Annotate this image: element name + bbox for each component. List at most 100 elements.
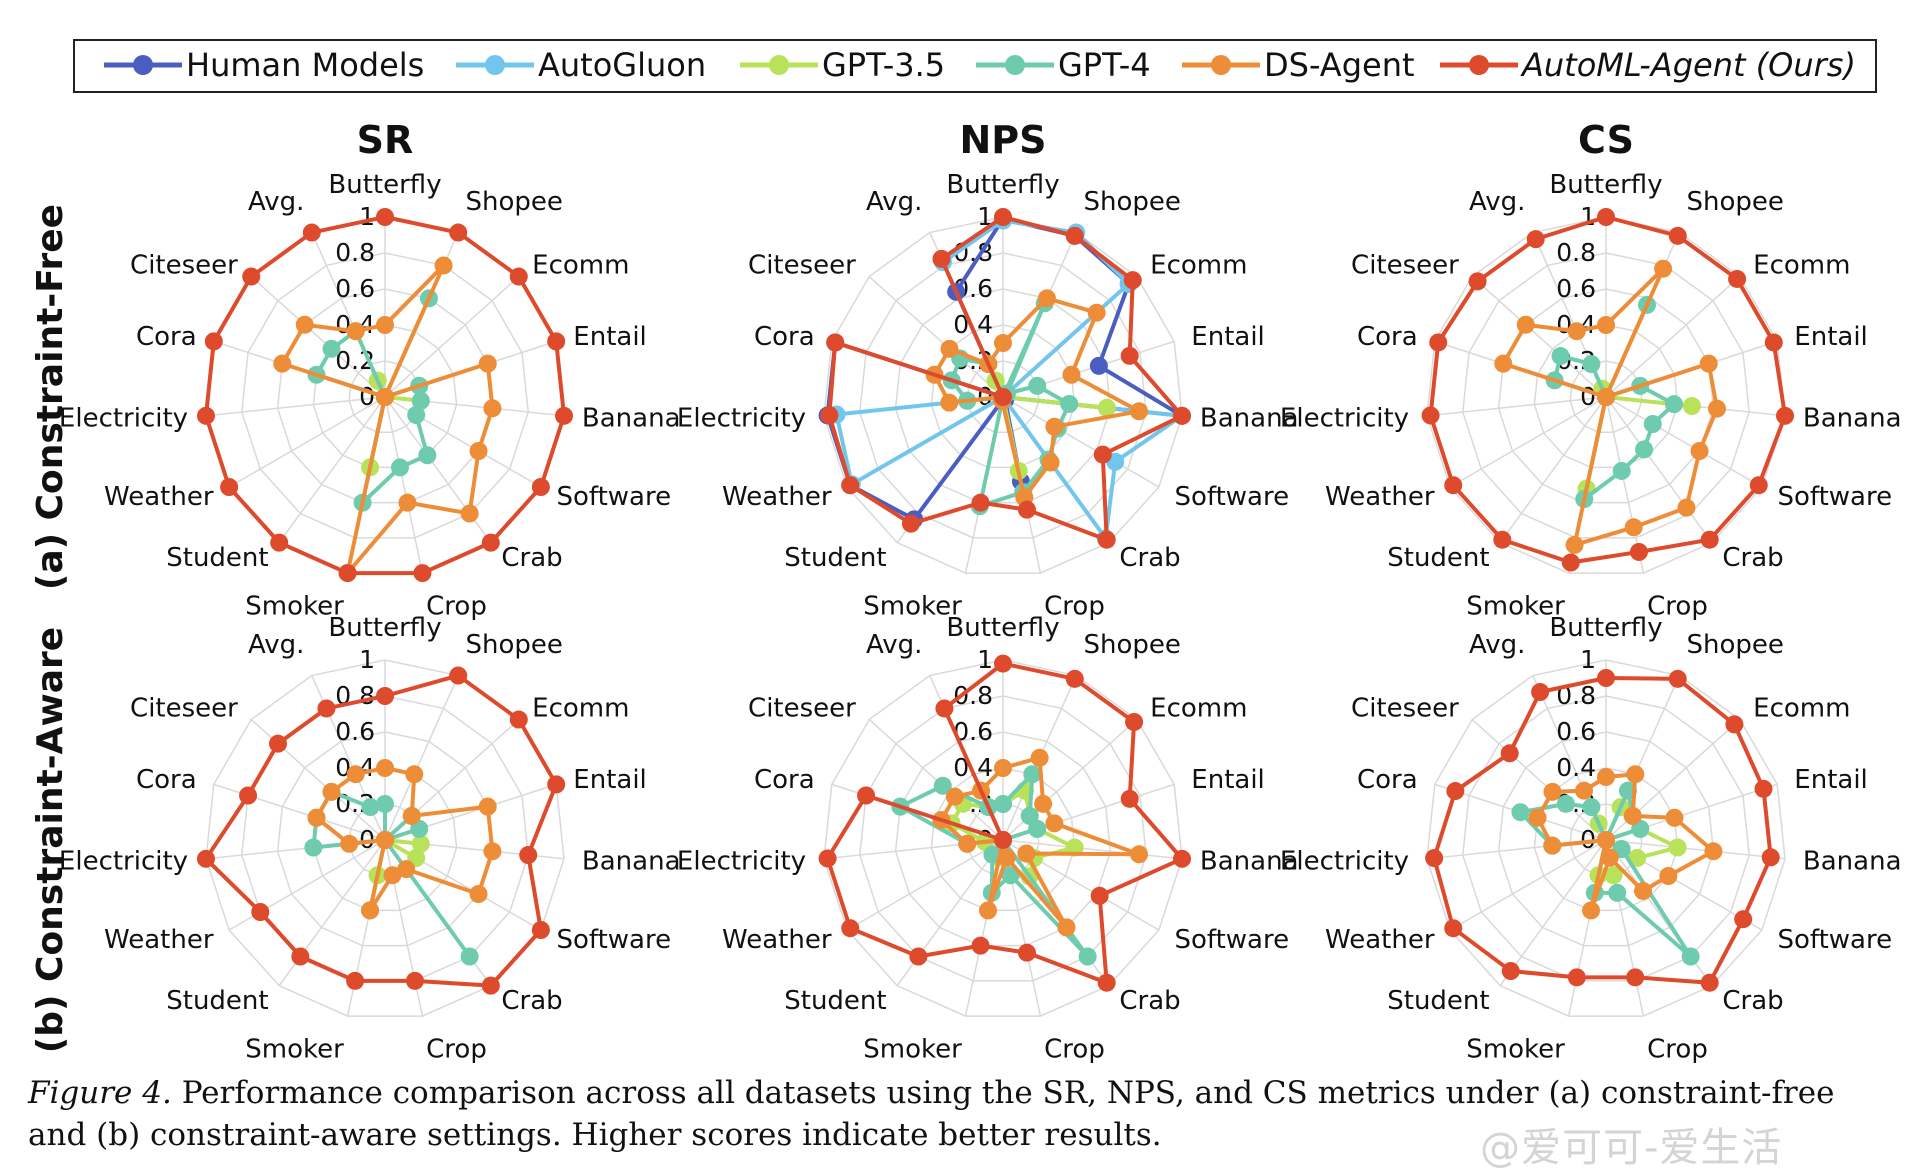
- point-gpt-3-5-banana: [1682, 397, 1701, 416]
- point-automl-agent-ours-crab: [1700, 530, 1719, 549]
- category-label-banana: Banana: [1803, 404, 1902, 434]
- series-automl-agent-ours: [818, 654, 1192, 992]
- tick-label: 0.6: [1556, 274, 1596, 303]
- category-label-electricity: Electricity: [677, 404, 806, 434]
- tick-label: 0.8: [1556, 238, 1596, 267]
- category-label-electricity: Electricity: [1280, 404, 1409, 434]
- point-automl-agent-ours-banana: [1776, 406, 1795, 425]
- tick-label: 0.8: [335, 238, 375, 267]
- point-ds-agent-crop: [997, 848, 1016, 867]
- legend-marker-ds-agent: [1211, 55, 1231, 75]
- tick-label: 0: [1580, 825, 1596, 854]
- spoke-student: [1499, 839, 1607, 987]
- tick-label: 0.4: [1556, 753, 1596, 782]
- point-automl-agent-ours-avg: [1531, 683, 1550, 702]
- point-ds-agent-banana: [483, 842, 502, 861]
- category-label-weather: Weather: [104, 482, 214, 512]
- grid-ring-4: [859, 252, 1147, 539]
- category-label-cora: Cora: [1357, 765, 1418, 795]
- tick-label: 0.6: [335, 717, 375, 746]
- category-label-smoker: Smoker: [863, 592, 962, 622]
- series-human-models: [818, 209, 1192, 529]
- category-label-crab: Crab: [501, 543, 562, 573]
- chart-title: SR: [357, 118, 414, 162]
- point-ds-agent-crab: [460, 504, 479, 523]
- point-gpt-4-crop: [1608, 883, 1627, 902]
- category-label-weather: Weather: [1325, 925, 1435, 955]
- point-automl-agent-ours-shopee: [449, 666, 468, 685]
- category-label-butterfly: Butterfly: [328, 170, 441, 200]
- point-gpt-4-banana: [1665, 395, 1684, 414]
- category-label-cora: Cora: [754, 322, 815, 352]
- point-automl-agent-ours-smoker: [971, 493, 990, 512]
- point-gpt-3-5-software: [1628, 849, 1647, 867]
- point-automl-agent-ours-crab: [1097, 973, 1116, 992]
- row-label-1: (b) Constraint-Aware: [30, 627, 71, 1053]
- point-gpt-4-electricity: [304, 838, 323, 857]
- point-automl-agent-ours-cora: [239, 786, 258, 805]
- category-label-shopee: Shopee: [466, 630, 563, 660]
- spoke-weather: [846, 839, 1004, 931]
- grid-ring-5: [823, 216, 1183, 574]
- point-automl-agent-ours-smoker: [1567, 968, 1586, 987]
- point-ds-agent-smoker: [361, 901, 380, 920]
- point-ds-agent-electricity: [940, 393, 959, 412]
- point-automl-agent-ours-software: [1734, 910, 1753, 929]
- category-label-banana: Banana: [1200, 847, 1299, 877]
- point-automl-agent-ours-banana: [519, 846, 538, 865]
- category-label-crab: Crab: [1119, 543, 1180, 573]
- spoke-electricity: [1426, 396, 1607, 417]
- point-automl-agent-ours-weather: [841, 476, 860, 495]
- spoke-banana: [1605, 839, 1786, 860]
- legend-marker-gpt-3-5: [769, 55, 789, 75]
- point-gpt-4-crab: [460, 947, 479, 966]
- spoke-student: [278, 396, 386, 544]
- point-gpt-4-crop: [390, 458, 409, 477]
- point-ds-agent-electricity: [340, 834, 359, 853]
- category-label-butterfly: Butterfly: [946, 613, 1059, 643]
- point-automl-agent-ours-ecomm: [509, 710, 528, 729]
- point-automl-agent-ours-smoker: [338, 564, 357, 583]
- point-automl-agent-ours-crab: [1097, 530, 1116, 549]
- tick-label: 1: [1580, 202, 1596, 231]
- point-ds-agent-banana: [1130, 845, 1149, 864]
- caption-lead: Figure 4.: [28, 1075, 172, 1111]
- category-label-citeseer: Citeseer: [748, 251, 856, 281]
- point-automl-agent-ours-butterfly: [994, 654, 1012, 673]
- point-automl-agent-ours-shopee: [1065, 226, 1084, 245]
- category-label-software: Software: [1777, 925, 1892, 955]
- point-automl-agent-ours-avg: [302, 223, 321, 242]
- category-label-citeseer: Citeseer: [1351, 251, 1459, 281]
- category-label-electricity: Electricity: [677, 847, 806, 877]
- series-automl-agent-ours: [196, 666, 566, 995]
- tick-label: 1: [1580, 645, 1596, 674]
- point-ds-agent-software: [1017, 844, 1036, 863]
- grid-ring-3: [894, 731, 1112, 947]
- chart-title: CS: [1578, 118, 1634, 162]
- point-automl-agent-ours-entail: [1764, 333, 1783, 352]
- point-ds-agent-butterfly: [1597, 316, 1615, 334]
- series-automl-agent-ours: [1425, 669, 1780, 992]
- point-ds-agent-banana: [1704, 842, 1723, 861]
- point-ds-agent-cora: [273, 354, 292, 373]
- point-automl-agent-ours-butterfly: [1597, 208, 1615, 226]
- spoke-weather: [1449, 839, 1607, 931]
- category-label-entail: Entail: [1794, 322, 1867, 352]
- tick-label: 1: [359, 645, 375, 674]
- category-label-weather: Weather: [722, 482, 832, 512]
- spoke-citeseer: [250, 275, 386, 398]
- point-automl-agent-ours-smoker: [971, 936, 990, 955]
- point-automl-agent-ours-entail: [547, 332, 566, 351]
- legend-label-gpt-3-5: GPT-3.5: [822, 46, 945, 84]
- series-automl-agent-ours: [1421, 208, 1795, 572]
- point-automl-agent-ours-butterfly: [994, 208, 1012, 226]
- legend-label-automl-agent-ours: AutoML-Agent (Ours): [1520, 46, 1856, 84]
- category-label-crop: Crop: [426, 592, 487, 622]
- point-ds-agent-butterfly: [994, 759, 1012, 777]
- point-automl-agent-ours-weather: [841, 919, 860, 938]
- point-ds-agent-crab: [397, 860, 416, 879]
- tick-label: 0: [359, 825, 375, 854]
- point-automl-agent-ours-shopee: [1668, 669, 1687, 688]
- point-ds-agent-citeseer: [1516, 315, 1535, 334]
